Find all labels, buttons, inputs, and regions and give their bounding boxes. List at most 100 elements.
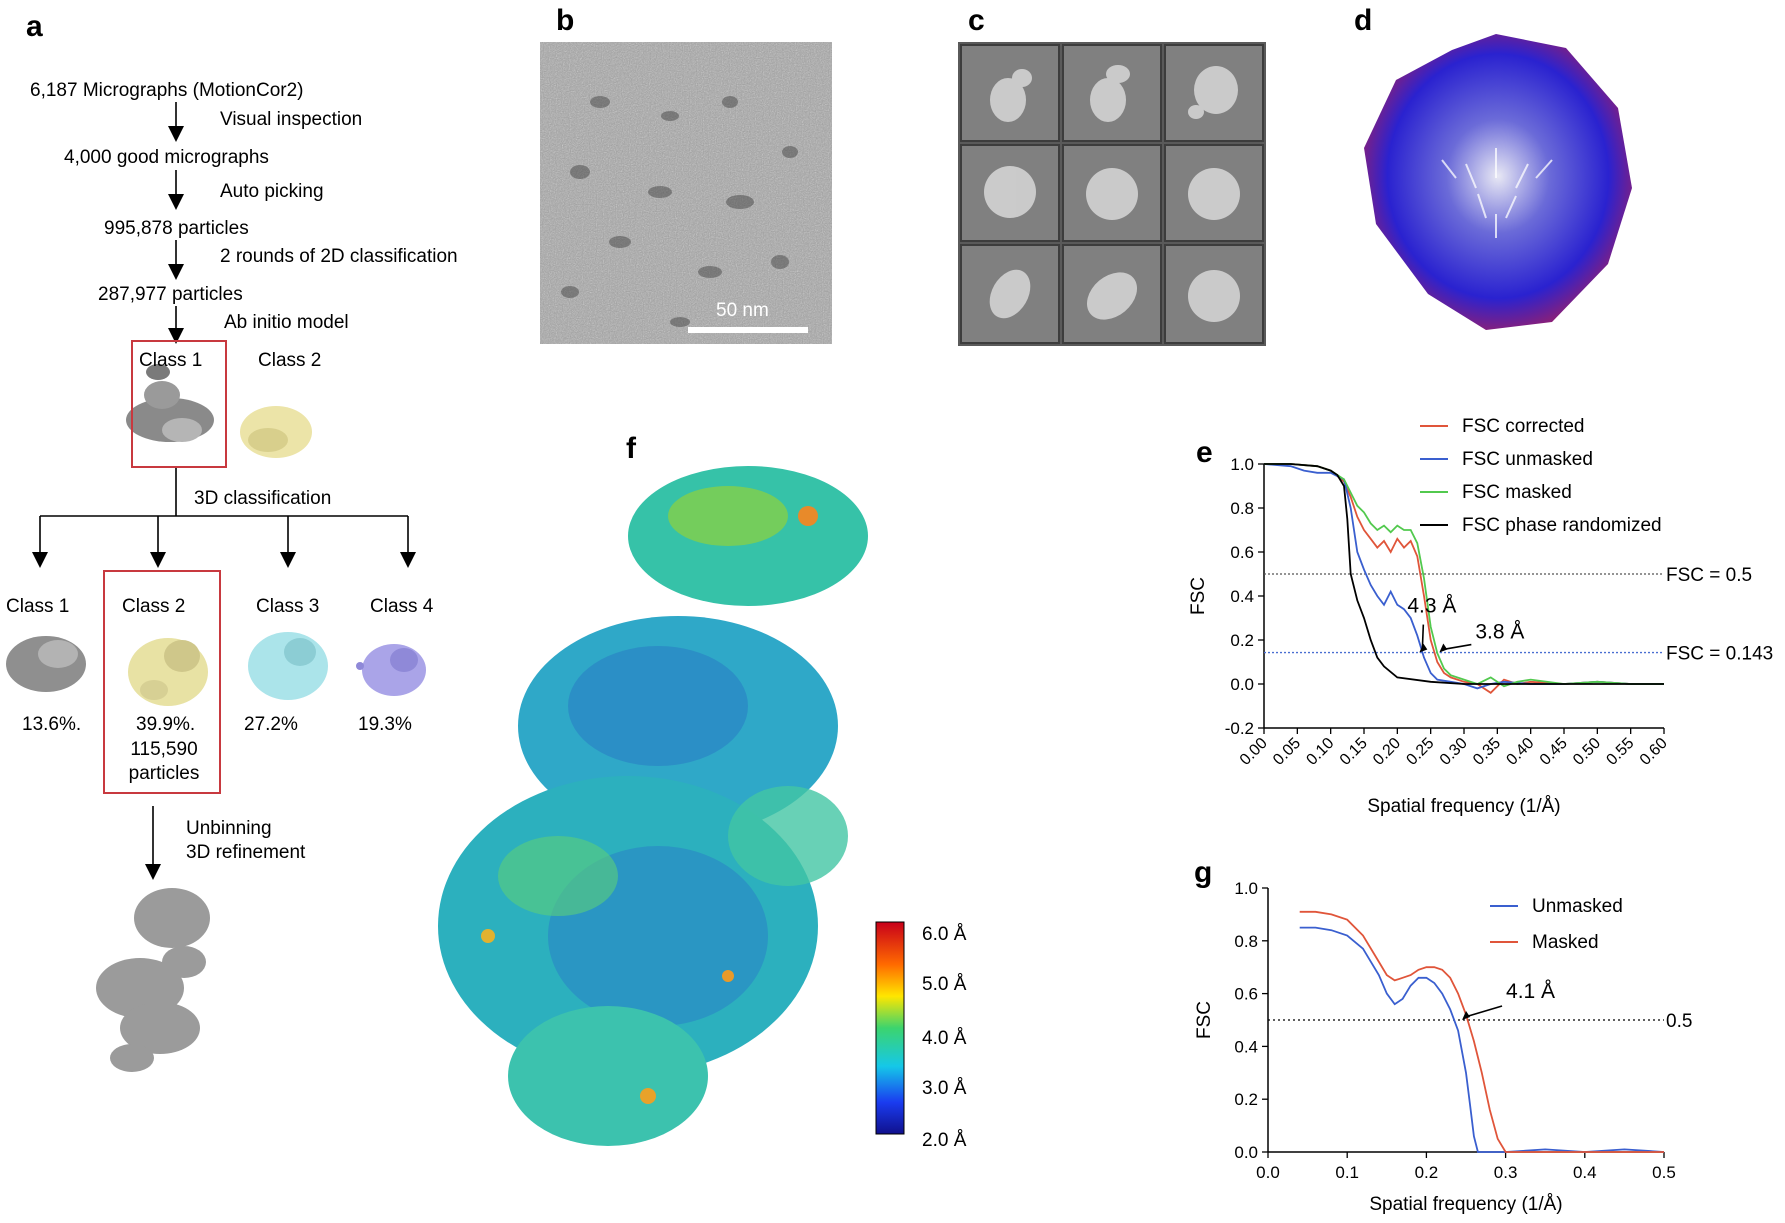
ab-initio-class1-label: Class 1: [139, 350, 203, 371]
y-axis-label: FSC: [1188, 577, 1209, 615]
threshold-label: FSC = 0.143: [1666, 644, 1773, 665]
step-micrographs: 6,187 Micrographs (MotionCor2): [30, 80, 304, 101]
resolution-colorbar: [875, 921, 905, 1135]
y-tick-label: 1.0: [1234, 879, 1258, 898]
legend-label: Masked: [1532, 932, 1599, 953]
classification-label: 3D classification: [194, 488, 332, 509]
angular-distribution: [1364, 34, 1632, 330]
x-tick-label: 0.25: [1403, 735, 1437, 769]
panel-label-c: c: [968, 4, 985, 37]
y-tick-label: 0.0: [1234, 1143, 1258, 1162]
class3d-1-label: Class 1: [6, 596, 70, 617]
action-visual-inspection: Visual inspection: [220, 109, 363, 130]
action-auto-picking: Auto picking: [220, 181, 324, 202]
x-tick-label: 0.3: [1494, 1163, 1518, 1182]
x-tick-label: 0.5: [1652, 1163, 1676, 1182]
class3d-4-percent: 19.3%: [358, 714, 412, 735]
class3d-3-percent: 27.2%: [244, 714, 298, 735]
ab-initio-class2-label: Class 2: [258, 350, 322, 371]
panel-label-b: b: [556, 4, 575, 37]
annotation-arrowhead: [1419, 643, 1428, 653]
x-tick-label: 0.0: [1256, 1163, 1280, 1182]
action-2d-classification: 2 rounds of 2D classification: [220, 246, 458, 267]
x-tick-label: 0.35: [1470, 735, 1504, 769]
x-tick-label: 0.1: [1335, 1163, 1359, 1182]
class3d-2-particles: 115,590 particles: [128, 739, 200, 784]
y-tick-label: 0.8: [1230, 499, 1254, 518]
micrograph-texture: [540, 42, 832, 344]
series-line-2: [1299, 910, 1664, 1153]
panel-label-g: g: [1194, 856, 1213, 889]
colorbar-tick-5: 5.0 Å: [922, 974, 967, 995]
annotation-arrow: [1442, 643, 1472, 651]
scale-bar: [688, 327, 808, 333]
x-tick-label: 0.00: [1237, 735, 1271, 769]
ab-initio-class1-map: [126, 364, 214, 442]
series-line-1: [1299, 926, 1665, 1153]
action-ab-initio: Ab initio model: [224, 312, 349, 333]
class3d-2-map: [128, 638, 208, 706]
fsc-chart-e: -0.20.00.20.40.60.81.00.00 0.05 0.10 0.15 0.…: [1188, 416, 1773, 817]
y-tick-label: 1.0: [1230, 455, 1254, 474]
x-tick-label: 0.15: [1337, 735, 1371, 769]
class3d-1-percent: 13.6%.: [22, 714, 82, 735]
legend-label: FSC unmasked: [1462, 449, 1593, 470]
x-tick-label: 0.20: [1370, 735, 1404, 769]
annotation-arrow: [1464, 1005, 1503, 1018]
annotation-arrowhead: [1462, 1011, 1471, 1020]
class3d-3-map: [248, 632, 328, 700]
colorbar-tick-6: 6.0 Å: [922, 924, 967, 945]
x-tick-label: 0.4: [1573, 1163, 1597, 1182]
step-particles-1: 995,878 particles: [104, 218, 249, 239]
selected-class-box: [103, 570, 221, 794]
map-density: [438, 466, 868, 1146]
refine-step-1: Unbinning: [186, 818, 272, 839]
x-tick-label: 0.55: [1603, 735, 1637, 769]
legend-label: Unmasked: [1532, 896, 1623, 917]
x-tick-label: 0.40: [1503, 735, 1537, 769]
ab-initio-class2-map: [240, 406, 312, 458]
x-tick-label: 0.45: [1537, 735, 1571, 769]
threshold-label: 0.5: [1666, 1011, 1692, 1032]
selected-ab-initio-box: [131, 340, 227, 468]
class-averages: [960, 44, 1264, 344]
x-axis-label: Spatial frequency (1/Å): [1369, 1194, 1562, 1215]
panel-label-f: f: [626, 432, 636, 465]
step-particles-2: 287,977 particles: [98, 284, 243, 305]
class3d-2-label: Class 2: [122, 596, 186, 617]
class3d-3-label: Class 3: [256, 596, 320, 617]
y-tick-label: 0.4: [1234, 1037, 1258, 1056]
x-tick-label: 0.30: [1437, 735, 1471, 769]
colorbar-tick-2: 2.0 Å: [922, 1130, 967, 1151]
x-tick-label: 0.10: [1303, 735, 1337, 769]
class3d-4-map: [356, 644, 426, 696]
annotation-arrowhead: [1439, 643, 1448, 653]
x-axis-label: Spatial frequency (1/Å): [1367, 796, 1560, 817]
scale-bar-label: 50 nm: [716, 300, 769, 321]
colorbar-tick-4: 4.0 Å: [922, 1028, 967, 1049]
refine-step-2: 3D refinement: [186, 842, 306, 863]
y-tick-label: -0.2: [1225, 719, 1254, 738]
x-tick-label: 0.2: [1415, 1163, 1439, 1182]
x-tick-label: 0.05: [1270, 735, 1304, 769]
local-resolution-map: [438, 466, 868, 1146]
class3d-2-percent: 39.9%.: [136, 714, 196, 735]
fsc-chart-g: 0.0 0.2 0.4 0.6 0.8 1.0 0.0 0.1 0.2 0.3 0.4 0.5 Spat…: [1194, 879, 1692, 1215]
panel-label-e: e: [1196, 436, 1213, 469]
x-tick-label: 0.50: [1570, 735, 1604, 769]
y-tick-label: 0.2: [1234, 1090, 1258, 1109]
refined-map: [96, 888, 210, 1072]
micrograph-image: 50 nm: [540, 42, 832, 344]
class3d-1-map: [6, 636, 86, 692]
y-tick-label: 0.2: [1230, 631, 1254, 650]
series-line-3: [1264, 463, 1664, 688]
step-good-micrographs: 4,000 good micrographs: [64, 147, 269, 168]
annotation-label: 4.3 Å: [1407, 595, 1456, 618]
panel-label-d: d: [1354, 4, 1373, 37]
annotation-label: 3.8 Å: [1475, 621, 1524, 644]
y-tick-label: 0.8: [1234, 932, 1258, 951]
colorbar-tick-3: 3.0 Å: [922, 1078, 967, 1099]
x-tick-label: 0.60: [1637, 735, 1671, 769]
legend-label: FSC corrected: [1462, 416, 1584, 437]
class3d-4-label: Class 4: [370, 596, 434, 617]
